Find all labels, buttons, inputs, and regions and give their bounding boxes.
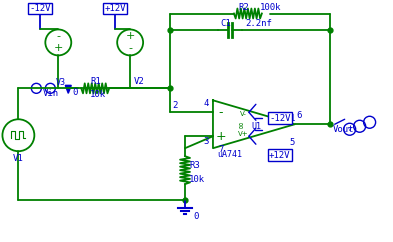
Text: V+: V+ bbox=[238, 131, 248, 137]
Text: 1: 1 bbox=[290, 114, 295, 123]
Text: V-: V- bbox=[239, 111, 246, 117]
Text: 4: 4 bbox=[204, 99, 209, 108]
Text: 0: 0 bbox=[72, 88, 78, 97]
Text: -: - bbox=[56, 31, 60, 41]
Text: -12V: -12V bbox=[269, 114, 290, 123]
Text: V: V bbox=[348, 127, 352, 132]
Text: 10k: 10k bbox=[90, 90, 107, 99]
Text: C1: C1 bbox=[220, 19, 231, 29]
Polygon shape bbox=[65, 85, 71, 93]
Text: 7: 7 bbox=[218, 145, 223, 154]
Text: 3: 3 bbox=[204, 137, 209, 146]
Text: -: - bbox=[128, 43, 132, 53]
Text: uA741: uA741 bbox=[217, 150, 242, 159]
Text: 10k: 10k bbox=[189, 175, 205, 184]
Text: V2: V2 bbox=[134, 77, 145, 86]
Text: Vout: Vout bbox=[333, 125, 354, 134]
Text: +12V: +12V bbox=[269, 151, 290, 160]
Text: -12V: -12V bbox=[29, 4, 51, 13]
Text: R3: R3 bbox=[189, 161, 200, 170]
Text: 2: 2 bbox=[172, 101, 177, 110]
Text: +: + bbox=[216, 130, 226, 143]
Text: 0: 0 bbox=[193, 212, 198, 220]
Text: V1: V1 bbox=[13, 154, 24, 163]
Text: 5: 5 bbox=[290, 138, 295, 147]
Text: 2.2nf: 2.2nf bbox=[245, 19, 272, 29]
Text: -: - bbox=[219, 106, 223, 119]
Text: R2: R2 bbox=[238, 2, 249, 12]
Text: ∞: ∞ bbox=[236, 120, 246, 128]
Text: +: + bbox=[125, 31, 135, 41]
Text: +: + bbox=[53, 43, 63, 53]
Text: 6: 6 bbox=[297, 111, 302, 120]
Text: V3: V3 bbox=[55, 78, 65, 87]
Text: U1: U1 bbox=[251, 122, 261, 131]
Text: Vin: Vin bbox=[42, 89, 59, 98]
Text: R1: R1 bbox=[90, 77, 101, 86]
Text: +12V: +12V bbox=[105, 4, 126, 13]
Text: 100k: 100k bbox=[260, 2, 281, 12]
